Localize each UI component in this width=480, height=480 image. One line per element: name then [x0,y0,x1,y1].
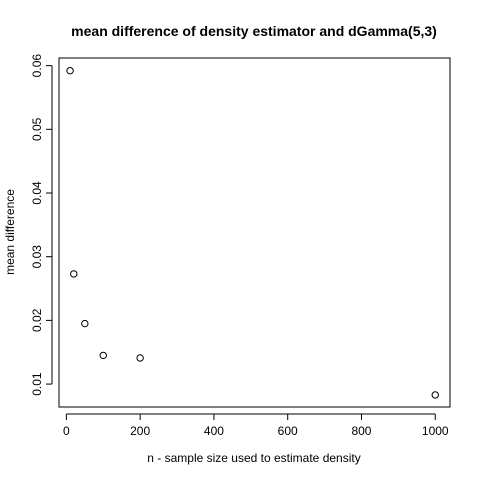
x-tick-label: 0 [63,424,70,438]
y-axis-label: mean difference [3,189,17,275]
data-point [66,67,74,75]
x-tick-label: 800 [351,424,371,438]
data-point [70,270,78,278]
y-tick-label: 0.02 [30,308,44,332]
data-points [66,67,439,399]
x-axis: 0 200 400 600 800 1000 [63,413,449,438]
data-point [99,351,107,360]
y-tick-label: 0.03 [30,245,44,269]
x-tick-label: 600 [278,424,298,438]
data-point [431,391,439,399]
plot-frame [58,57,451,408]
x-tick-label: 200 [130,424,150,438]
x-tick-label: 1000 [422,424,449,438]
y-tick-label: 0.05 [30,117,44,141]
chart-title: mean difference of density estimator and… [71,23,437,39]
x-axis-label: n - sample size used to estimate density [147,451,360,465]
y-tick-label: 0.06 [30,54,44,78]
x-tick-label: 400 [204,424,224,438]
y-axis: 0.01 0.02 0.03 0.04 0.05 0.06 [30,54,53,396]
data-point [81,319,89,328]
y-tick-label: 0.01 [30,372,44,396]
y-tick-label: 0.04 [30,181,44,205]
data-point [136,354,144,362]
